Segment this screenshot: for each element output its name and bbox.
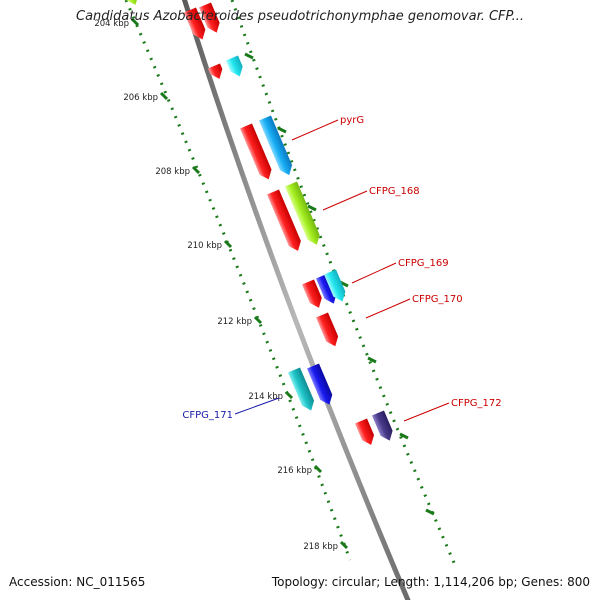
genome-backbone [181,0,411,600]
accession-text: Accession: NC_011565 [9,575,146,589]
tick-mark [307,204,317,212]
gene-arrow [288,367,315,411]
tick-label: 218 kbp [303,542,338,552]
leader-line [291,119,339,141]
gene-arrow [285,181,320,245]
leader-line [351,262,397,284]
gene-arrow [124,0,139,5]
gene-features [124,0,393,445]
gene-arrow [307,363,333,405]
tick-label: 204 kbp [94,19,129,29]
tick-mark [277,126,287,134]
gene-arrow [316,273,337,304]
tick-mark [313,464,323,474]
tick-mark [191,165,201,175]
leader-line [234,397,280,415]
gene-arrow [355,418,375,445]
gene-label: pyrG [340,115,364,126]
gene-arrow [226,55,243,77]
tick-marks: 204 kbp 206 kbp 208 kbp 210 kbp 212 kbp 214 k… [94,0,457,566]
gene-arrow [267,189,301,251]
gene-arrow [302,279,322,308]
gene-label: CFPG_171 [182,410,233,421]
leader-line [365,298,411,319]
tick-mark [130,17,140,27]
tick-ring-inner [124,0,352,561]
gene-label: CFPG_168 [369,186,420,197]
gene-arrow [316,312,339,347]
gene-label: CFPG_169 [398,258,449,269]
map-title: Candidatus Azobacteroides pseudotrichony… [76,9,524,24]
tick-label: 212 kbp [217,317,252,327]
gene-arrow [199,2,220,33]
tick-mark [425,508,435,516]
tick-mark [244,52,254,60]
gene-arrow [372,410,393,441]
tick-label: 214 kbp [248,392,283,402]
tick-label: 208 kbp [155,167,190,177]
tick-mark [159,91,169,101]
gene-arrow [259,115,293,176]
gene-arrow [324,269,346,302]
tick-label: 206 kbp [123,93,158,103]
leader-line [403,402,450,422]
leader-line [322,190,368,211]
gene-label: CFPG_170 [412,294,463,305]
topology-text: Topology: circular; Length: 1,114,206 bp… [271,575,590,589]
tick-mark [367,356,377,364]
gene-label: CFPG_172 [451,398,502,409]
gene-arrow [184,7,206,40]
tick-mark [399,432,409,440]
tick-mark [339,540,349,550]
gene-arrow [240,123,272,180]
gene-arrow [208,63,223,79]
tick-mark [253,315,263,325]
tick-mark [223,239,233,249]
gene-labels: pyrG CFPG_168 CFPG_169 CFPG_170 CFPG_171 CFPG… [182,115,501,421]
label-leaders [234,119,450,422]
tick-label: 216 kbp [277,466,312,476]
tick-mark [284,390,294,400]
tick-label: 210 kbp [187,241,222,251]
